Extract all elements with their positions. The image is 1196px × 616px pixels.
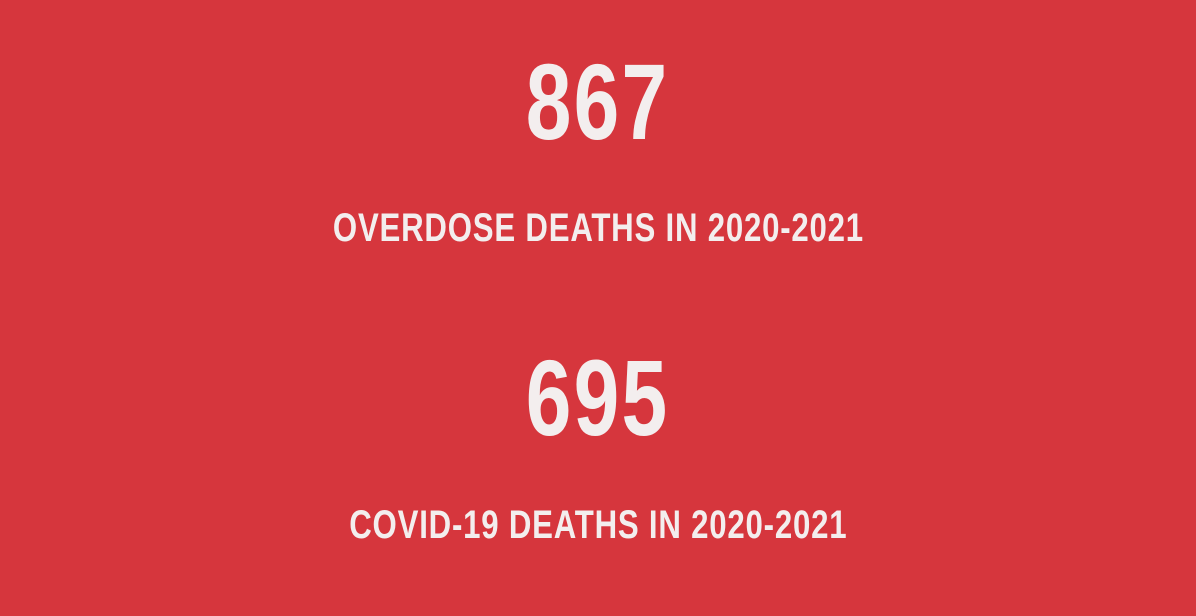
overdose-caption-row: OVERDOSE DEATHS IN 2020-2021: [0, 206, 1196, 250]
overdose-deaths-caption: OVERDOSE DEATHS IN 2020-2021: [332, 206, 864, 250]
overdose-stat-row: 867: [0, 48, 1196, 156]
covid-caption-row: COVID-19 DEATHS IN 2020-2021: [0, 503, 1196, 547]
overdose-deaths-count: 867: [526, 41, 670, 162]
covid-stat-row: 695: [0, 344, 1196, 452]
covid-deaths-count: 695: [526, 337, 670, 458]
covid-deaths-caption: COVID-19 DEATHS IN 2020-2021: [348, 503, 848, 547]
